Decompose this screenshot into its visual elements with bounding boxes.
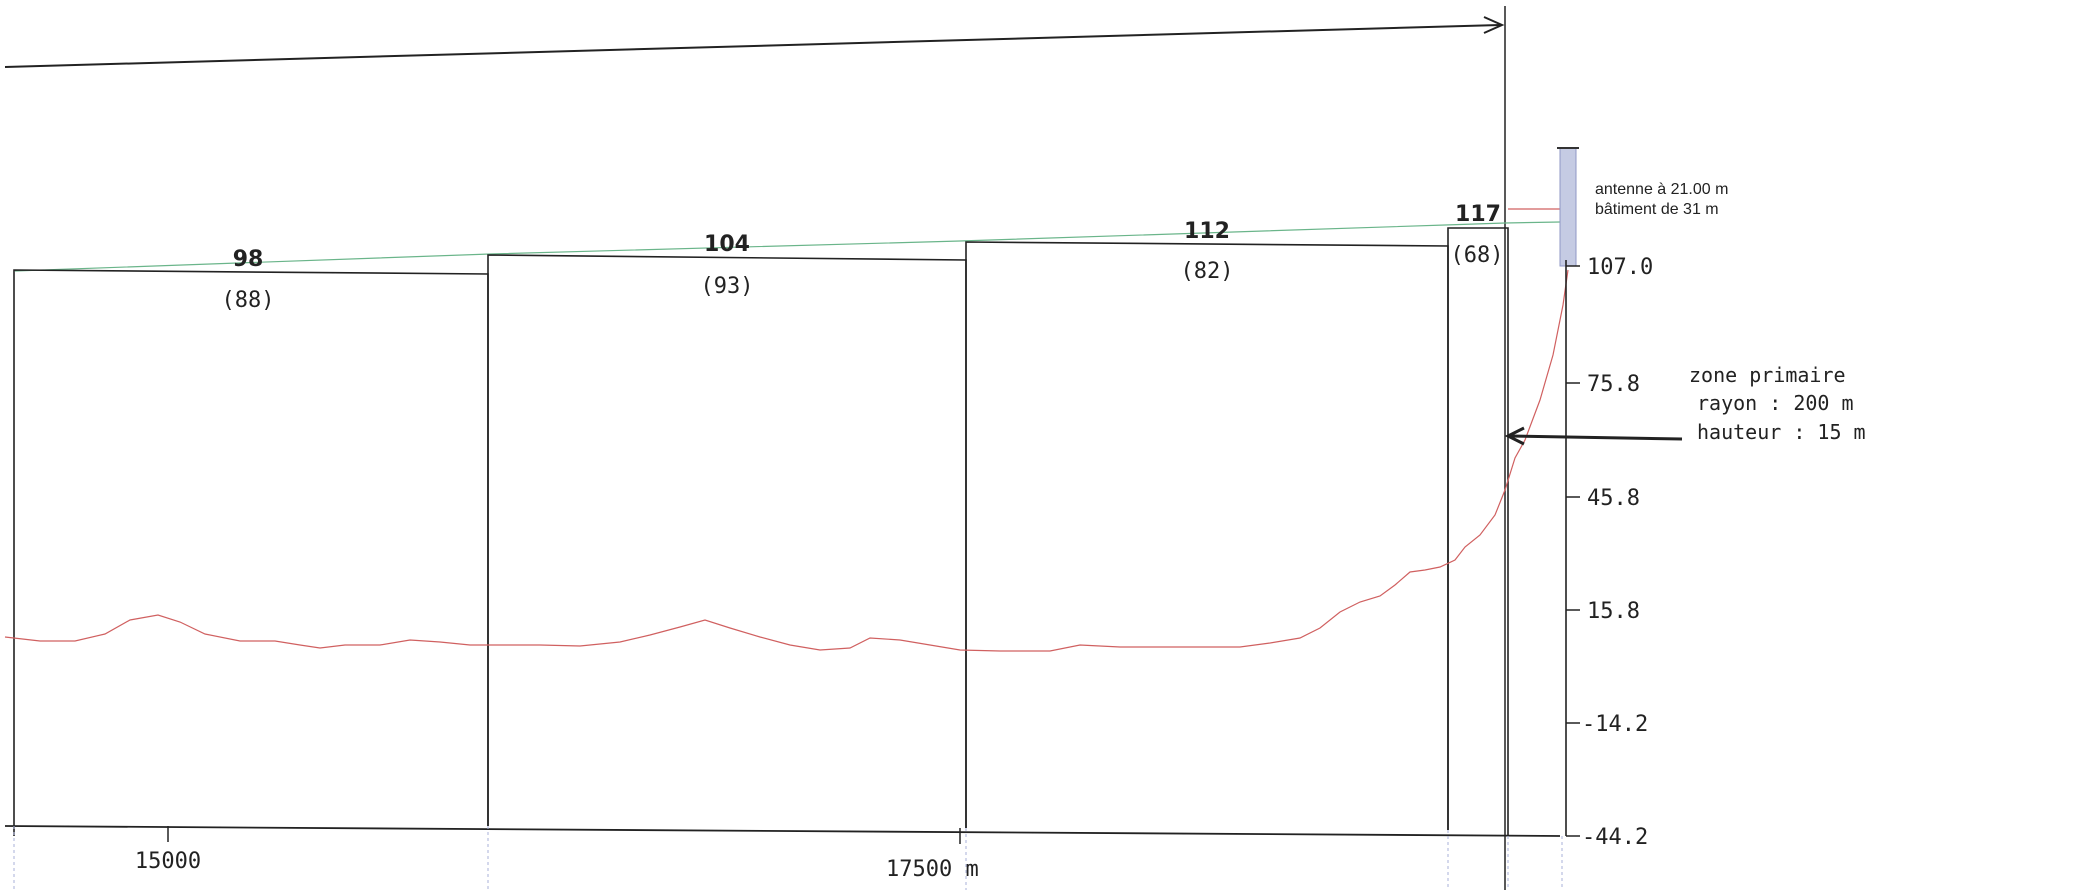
- height-label-2: 104: [704, 232, 750, 257]
- block-1: [13, 269, 489, 836]
- y-tick-label: -14.2: [1582, 712, 1648, 737]
- height-label-1: 98: [233, 247, 264, 272]
- height-label-4: 117: [1455, 202, 1501, 227]
- building-blocks: [13, 227, 1509, 836]
- sub-label-2: (93): [701, 274, 754, 299]
- x-tick-label-17500: 17500 m: [886, 857, 979, 882]
- zone-title: zone primaire: [1689, 363, 1846, 387]
- x-tick-label-15000: 15000: [135, 849, 201, 874]
- y-axis-ticks: [1566, 265, 1580, 837]
- block-2: [487, 254, 967, 828]
- y-tick-label: 75.8: [1587, 372, 1640, 397]
- zone-radius: rayon : 200 m: [1697, 391, 1854, 415]
- zone-height: hauteur : 15 m: [1697, 420, 1866, 444]
- height-label-3: 112: [1184, 219, 1230, 244]
- antenna-label: antenne à 21.00 m: [1595, 181, 1728, 198]
- sub-label-4: (68): [1451, 243, 1504, 268]
- y-tick-label: -44.2: [1582, 825, 1648, 850]
- y-tick-label: 45.8: [1587, 486, 1640, 511]
- sight-line: [14, 221, 1561, 272]
- building-label: bâtiment de 31 m: [1595, 201, 1719, 218]
- ground-line: [4, 825, 1561, 837]
- antenna-bar: [1559, 147, 1577, 267]
- sub-label-1: (88): [222, 288, 275, 313]
- terrain-profile: [4, 269, 1569, 652]
- y-tick-label: 107.0: [1587, 255, 1653, 280]
- guide-lines: [13, 826, 1563, 890]
- y-tick-label: 15.8: [1587, 599, 1640, 624]
- block-3: [965, 241, 1449, 830]
- sub-label-3: (82): [1181, 259, 1234, 284]
- zone-arrow: [1504, 426, 1683, 446]
- block-4: [1447, 227, 1509, 836]
- direction-arrow: [4, 16, 1505, 68]
